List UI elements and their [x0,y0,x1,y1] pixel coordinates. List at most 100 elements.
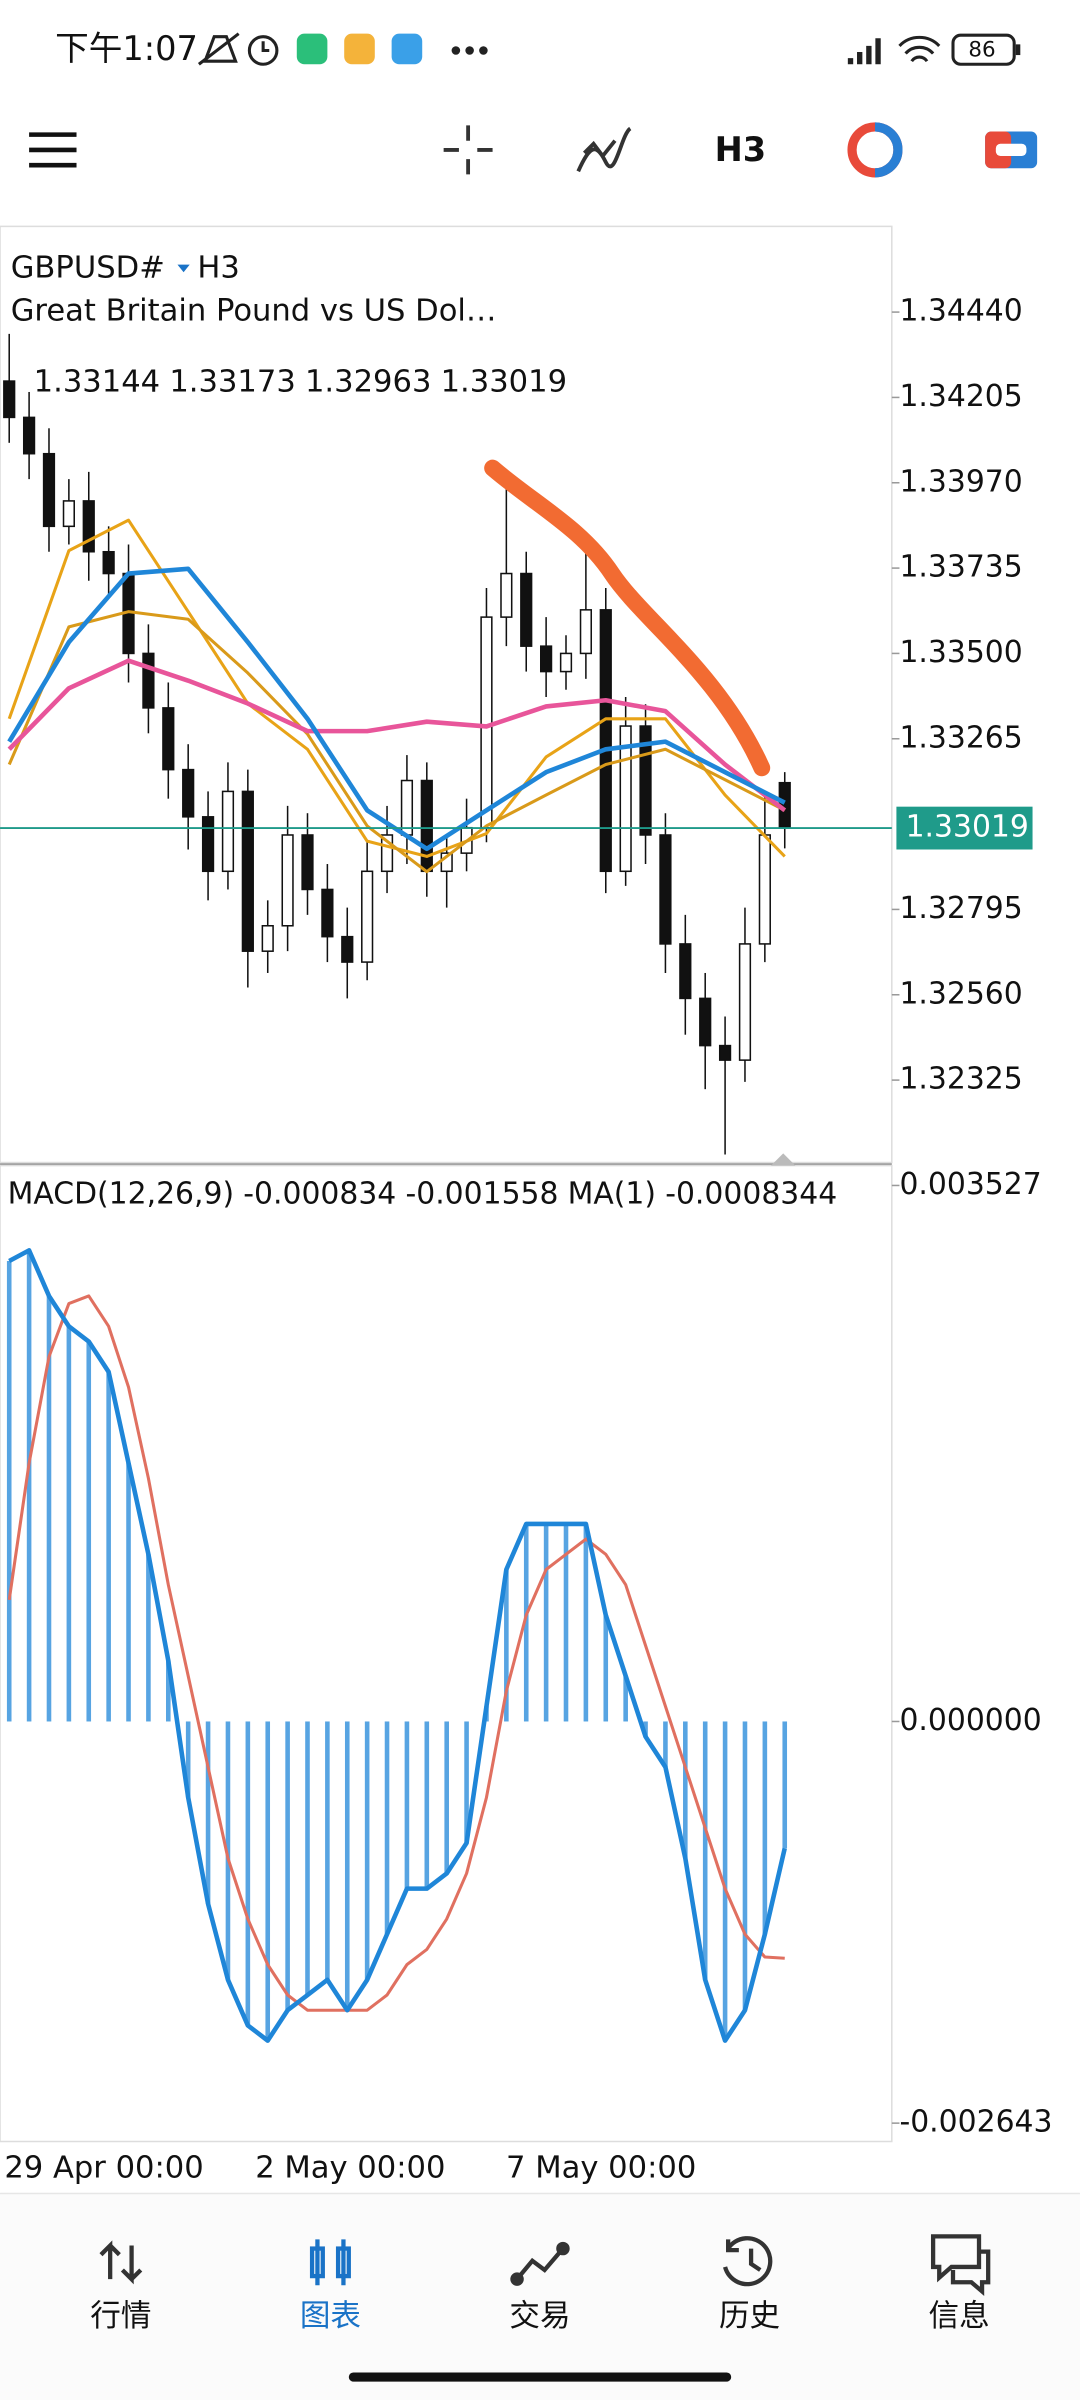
ohlc-value: 1.33144 [34,364,160,399]
battery-level: 86 [968,37,995,62]
candle-body [659,834,672,945]
macd-histogram-bar [265,1721,271,2041]
macd-histogram-bar [325,1721,330,1980]
macd-histogram-bar [404,1721,410,1889]
y-tick-label: 1.32560 [899,976,1022,1011]
y-tick-label: 1.32325 [899,1062,1022,1097]
macd-histogram-bar [663,1721,668,1768]
timeframe-button[interactable]: H3 [715,130,767,169]
candle-body [162,707,175,771]
macd-layer [6,1248,788,2043]
candle-body [619,725,632,873]
candle-body [341,935,354,963]
nav-item-active[interactable]: 图表 [300,2299,361,2334]
home-indicator [348,2372,732,2382]
candle-body [221,790,235,873]
macd-histogram-bar [86,1341,92,1722]
macd-histogram-bar [205,1721,211,1904]
candle-body [62,500,75,528]
ohlc-value: 1.32963 [305,364,431,399]
candle-body [718,1044,732,1061]
macd-header-part: -0.001558 [405,1176,558,1211]
macd-header: MACD(12,26,9) -0.000834 -0.001558 MA(1) -0.0… [8,1176,838,1211]
macd-header-part: MA(1) [568,1176,656,1211]
symbol-description: Great Britain Pound vs US Dol… [11,294,497,329]
y-tick-label: 1.33970 [899,464,1022,499]
candle-body [679,943,692,1000]
macd-histogram-bar [702,1721,708,1980]
y-tick-label: -0.002643 [899,2105,1052,2140]
candle-body [520,572,533,647]
macd-histogram-bar [185,1721,191,1798]
trade-button[interactable] [847,122,903,178]
macd-histogram-bar [344,1721,350,2011]
macd-histogram-bar [106,1371,111,1722]
nav-item[interactable]: 交易 [509,2299,570,2334]
nav-item[interactable]: 历史 [719,2299,780,2334]
candle-body [201,816,215,873]
macd-histogram-bar [364,1721,370,1980]
macd-histogram-bar [722,1721,728,2041]
macd-header-part: -0.0008344 [665,1176,837,1211]
nav-item[interactable]: 行情 [90,2299,151,2334]
y-tick-label: 0.003527 [899,1167,1041,1202]
symbol-dropdown[interactable] [177,264,190,273]
candle-body [559,652,573,673]
bottom-nav [0,2193,1080,2400]
candle-body [102,550,115,575]
macd-histogram-bar [166,1660,171,1722]
macd-histogram-bar [643,1721,648,1737]
indicators-button[interactable] [576,126,632,173]
current-price-tag [896,806,1033,850]
y-tick-label: 0.000000 [899,1703,1041,1738]
macd-histogram-bar [384,1721,390,1935]
account-button[interactable] [985,131,1038,169]
time-label: 2 May 00:00 [255,2151,445,2186]
macd-histogram-bar [66,1326,72,1722]
candle-body [579,609,593,655]
ohlc-value: 1.33173 [169,364,295,399]
nav-item[interactable]: 信息 [929,2299,990,2334]
macd-panel [0,1164,893,2143]
candle-body [321,888,334,938]
candle-body [261,925,274,952]
panel-handle [770,1153,796,1166]
price-layer [0,333,892,1155]
moving-average-line [7,566,786,852]
candle-body [380,834,394,873]
macd-histogram-bar [762,1721,768,1935]
y-tick-label: 1.33735 [899,550,1022,585]
macd-histogram-bar [285,1721,290,2011]
candle-body [639,725,652,836]
crosshair-button[interactable] [443,125,493,175]
y-tick-label: 1.33500 [899,635,1022,670]
candle-body [480,616,493,829]
macd-histogram-bar [245,1721,251,2026]
time-label: 7 May 00:00 [506,2151,696,2186]
macd-histogram-bar [424,1721,430,1889]
macd-histogram-bar [225,1721,231,1980]
macd-histogram-bar [623,1675,628,1722]
candle-body [500,572,513,618]
y-tick-label: 1.34205 [899,379,1022,414]
candle-body [281,834,294,927]
macd-histogram-bar [146,1554,151,1722]
current-price-label: 1.33019 [906,810,1029,845]
macd-histogram-bar [782,1721,788,1849]
macd-header-part: -0.000834 [243,1176,396,1211]
nav-icons [99,2234,991,2297]
status-icons [197,32,1021,66]
macd-histogram-bar [126,1463,131,1722]
macd-histogram-bar [742,1721,748,2011]
candle-body [361,870,374,963]
y-tick-label: 1.32795 [899,891,1022,926]
macd-histogram-bar [6,1260,12,1722]
candle-body [540,645,553,673]
candle-body [42,452,56,528]
candle-body [599,609,612,873]
macd-histogram-bar [683,1721,688,1859]
macd-histogram-bar [504,1569,509,1722]
macd-histogram-bar [46,1295,52,1722]
menu-button[interactable] [29,132,77,168]
